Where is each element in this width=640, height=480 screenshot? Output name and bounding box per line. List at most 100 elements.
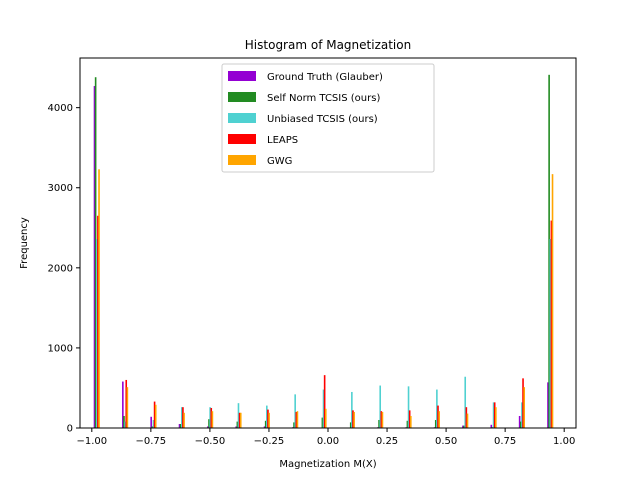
- bar-series-0-bin-6: [263, 426, 266, 428]
- bar-series-2-bin-13: [464, 376, 467, 428]
- bar-series-1-bin-5: [236, 421, 239, 428]
- legend-label-0: Ground Truth (Glauber): [267, 72, 383, 83]
- bar-series-2-bin-2: [152, 419, 155, 428]
- bar-series-3-bin-14: [493, 402, 496, 428]
- bar-series-1-bin-12: [434, 419, 437, 428]
- bar-series-4-bin-8: [324, 408, 327, 428]
- bar-series-3-bin-3: [182, 407, 184, 428]
- bar-series-2-bin-16: [549, 239, 552, 428]
- bar-series-0-bin-1: [122, 381, 124, 428]
- y-axis-ticks: 0 1000 2000 3000 4000: [48, 103, 80, 435]
- bar-series-2-bin-3: [181, 407, 183, 428]
- bar-series-2-bin-6: [266, 405, 268, 428]
- bar-series-1-bin-6: [264, 420, 267, 428]
- legend-frame: [221, 63, 435, 173]
- bar-series-3-bin-12: [437, 405, 439, 428]
- bar-series-2-bin-9: [351, 391, 353, 428]
- bar-series-3-bin-5: [238, 412, 241, 428]
- legend-swatch-3: [228, 134, 256, 144]
- y-tick-label: 2000: [48, 263, 73, 274]
- x-tick-label: 0.25: [376, 436, 398, 447]
- bar-series-4-bin-3: [183, 412, 185, 428]
- legend-swatch-1: [228, 92, 256, 102]
- bar-series-2-bin-4: [209, 407, 211, 428]
- x-axis-ticks: −1.00 −0.75 −0.50 −0.25 0.00 0.25 0.50 0.75 1.00: [76, 428, 575, 447]
- bar-series-4-bin-2: [154, 404, 157, 428]
- bar-series-2-bin-14: [492, 402, 495, 428]
- x-tick-label: 1.00: [553, 436, 575, 447]
- y-tick-label: 4000: [48, 103, 73, 114]
- bar-series-0-bin-2: [150, 416, 152, 428]
- bar-series-2-bin-0: [95, 239, 98, 428]
- bar-series-1-bin-3: [179, 424, 182, 428]
- bar-series-2-bin-7: [294, 394, 296, 428]
- bar-series-3-bin-16: [550, 220, 553, 428]
- bar-series-3-bin-10: [380, 411, 383, 428]
- bar-series-0-bin-4: [207, 426, 209, 428]
- bar-series-3-bin-1: [125, 379, 128, 428]
- bar-series-1-bin-1: [123, 415, 125, 428]
- bar-series-1-bin-2: [151, 426, 154, 428]
- bar-series-2-bin-11: [407, 386, 410, 428]
- legend-label-3: LEAPS: [267, 135, 298, 146]
- x-tick-label: −0.50: [195, 436, 226, 447]
- bar-series-3-bin-7: [295, 411, 298, 428]
- x-axis-label: Magnetization M(X): [279, 459, 376, 470]
- bar-series-4-bin-12: [438, 411, 440, 428]
- bar-series-2-bin-15: [521, 402, 523, 428]
- bar-series-0-bin-13: [462, 425, 464, 428]
- legend-label-4: GWG: [267, 156, 292, 167]
- x-tick-label: −0.25: [254, 436, 285, 447]
- bar-series-3-bin-15: [522, 378, 524, 428]
- bar-series-1-bin-9: [349, 422, 352, 428]
- bar-series-1-bin-7: [293, 422, 295, 428]
- bar-series-1-bin-10: [378, 419, 380, 428]
- bar-series-1-bin-4: [208, 419, 210, 428]
- x-tick-label: 0.00: [317, 436, 339, 447]
- bar-series-4-bin-16: [551, 174, 554, 428]
- bar-series-1-bin-0: [94, 77, 97, 428]
- bar-series-1-bin-16: [548, 74, 550, 428]
- bar-series-0-bin-14: [490, 424, 493, 428]
- bar-series-0-bin-5: [235, 426, 238, 428]
- chart-title: Histogram of Magnetization: [245, 38, 411, 52]
- y-tick-label: 3000: [48, 183, 73, 194]
- bar-series-4-bin-6: [268, 412, 270, 428]
- legend-label-2: Unbiased TCSIS (ours): [267, 114, 378, 125]
- bar-series-1-bin-15: [519, 421, 522, 428]
- y-tick-label: 0: [67, 424, 73, 435]
- bar-series-4-bin-0: [98, 169, 100, 428]
- bar-series-3-bin-6: [267, 409, 269, 428]
- bar-series-0-bin-15: [518, 415, 521, 428]
- bar-series-4-bin-11: [410, 415, 412, 428]
- x-tick-label: 0.50: [435, 436, 457, 447]
- bar-series-3-bin-11: [408, 410, 411, 428]
- bar-series-3-bin-2: [153, 401, 156, 428]
- y-axis-label: Frequency: [19, 217, 30, 269]
- bar-series-3-bin-0: [97, 215, 99, 428]
- bar-series-2-bin-10: [379, 385, 381, 428]
- bar-series-0-bin-3: [178, 424, 181, 428]
- bar-series-4-bin-7: [296, 411, 299, 428]
- x-tick-label: −1.00: [76, 436, 107, 447]
- bar-series-4-bin-15: [523, 387, 525, 428]
- bar-series-2-bin-1: [124, 421, 126, 428]
- x-tick-label: 0.75: [494, 436, 516, 447]
- bar-series-3-bin-13: [465, 407, 468, 428]
- bar-series-2-bin-5: [237, 403, 240, 428]
- y-tick-label: 1000: [48, 343, 73, 354]
- bar-series-3-bin-4: [210, 407, 213, 428]
- bar-series-4-bin-14: [495, 407, 497, 428]
- bar-series-4-bin-9: [353, 411, 355, 428]
- bar-series-0-bin-16: [547, 382, 549, 428]
- legend: Ground Truth (Glauber) Self Norm TCSIS (o…: [221, 63, 435, 173]
- bar-series-3-bin-8: [323, 375, 326, 428]
- bar-series-4-bin-10: [381, 411, 384, 428]
- bar-series-2-bin-8: [322, 389, 325, 428]
- bars-layer: [93, 74, 554, 428]
- legend-label-1: Self Norm TCSIS (ours): [267, 93, 380, 104]
- bar-series-2-bin-12: [436, 389, 438, 428]
- bar-series-0-bin-0: [93, 86, 96, 428]
- bar-series-4-bin-4: [211, 411, 214, 428]
